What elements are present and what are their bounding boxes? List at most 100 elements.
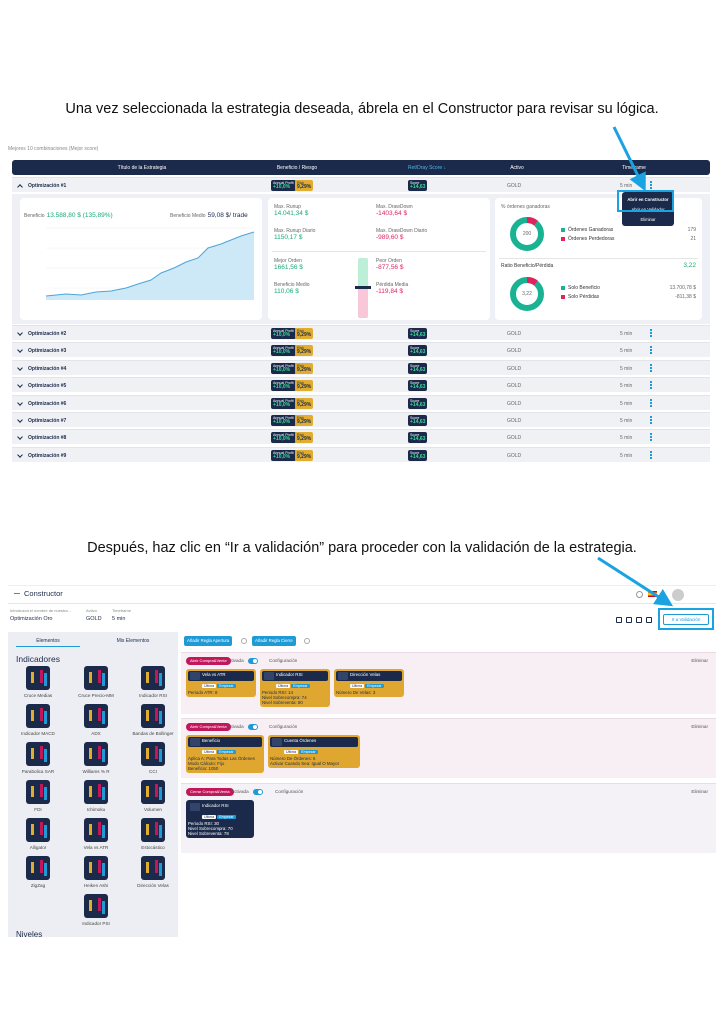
profit-badge: Annual Profit +10,0% xyxy=(271,432,296,444)
indicator-icon xyxy=(26,818,50,842)
badge-label: Risk xyxy=(297,329,304,333)
row-menu xyxy=(650,381,652,390)
card-chips: Última Empezar xyxy=(284,749,358,754)
chip: Última xyxy=(202,815,217,819)
indicator[interactable]: Vela vs ATR xyxy=(68,818,124,850)
indicator-icon xyxy=(84,818,108,842)
stat-value: 110,06 $ xyxy=(274,288,299,295)
toolbar-icon xyxy=(646,617,652,623)
indicator[interactable]: CCI xyxy=(125,742,181,774)
delete-button[interactable]: Eliminar xyxy=(691,724,708,729)
caption: Mejores 10 combinaciones (Mejor score) xyxy=(8,146,99,152)
stat-label: Peor Orden xyxy=(376,258,402,264)
delete-button[interactable]: Eliminar xyxy=(691,789,708,794)
indicator[interactable]: Volumen xyxy=(125,780,181,812)
profit-value: +10,0% xyxy=(273,349,291,356)
card-param: Modo Cálculo: Fijo xyxy=(188,761,225,766)
profit-value: +10,0% xyxy=(273,332,291,338)
indicator-icon xyxy=(141,818,165,842)
indicator[interactable]: Indicador RSI xyxy=(125,666,181,698)
indicator-icon xyxy=(84,780,108,804)
indicator[interactable]: ZigZag xyxy=(10,856,66,888)
stat-value: -989,60 $ xyxy=(376,234,404,241)
risk-badge: Risk 9,29% xyxy=(295,180,314,191)
indicator[interactable]: Ichimoku xyxy=(68,780,124,812)
strategy-row: Optimización #2 Annual Profit +10,0% Risk 9,… xyxy=(12,325,710,340)
indicator-icon xyxy=(141,666,165,690)
score-value: +14,63 xyxy=(410,366,426,373)
strategy-name: Optimización #2 xyxy=(28,331,67,337)
indicator[interactable]: Cruce Medias xyxy=(10,666,66,698)
legend-label: Solo Pérdidas xyxy=(568,294,600,300)
toolbar-icon xyxy=(626,617,632,623)
timeframe: 5 min xyxy=(620,435,633,442)
strategy-row: Optimización #7 Annual Profit +10,0% Risk 9,… xyxy=(12,412,710,427)
card-param: Activar Cuando Sea: Igual O Mayor xyxy=(270,761,340,766)
indicator[interactable]: FDI xyxy=(10,780,66,812)
card-param: Nivel Sobrecompra: 70 xyxy=(188,826,233,831)
menu-item[interactable]: Abrir en Validador xyxy=(631,207,665,212)
indicator[interactable]: Parabolica SAR xyxy=(10,742,66,774)
card-param: Periodo RSI: 30 xyxy=(188,821,219,826)
legend-value: -811,38 $ xyxy=(675,294,696,300)
toggle[interactable] xyxy=(248,658,258,664)
indicator[interactable]: Cruce Precio-MM xyxy=(68,666,124,698)
indicator[interactable]: ADX xyxy=(68,704,124,736)
indicator[interactable]: Dirección Velas xyxy=(125,856,181,888)
legend-swatch xyxy=(561,286,565,290)
info-icon xyxy=(304,638,310,644)
add-rule-button[interactable]: Añadir Regla Cierre xyxy=(252,636,296,646)
indicator-label: Heiken Ashi xyxy=(83,883,109,888)
add-rule-button[interactable]: Añadir Regla Apertura xyxy=(184,636,233,646)
indicator[interactable]: Williams % R xyxy=(68,742,124,774)
stat-value: 14.041,34 $ xyxy=(274,210,309,217)
indicator-label: Indicador MACD xyxy=(21,731,55,736)
indicator[interactable]: Bandas de Bollinger xyxy=(125,704,181,736)
card-param: Nivel Sobrecompra: 74 xyxy=(262,695,307,700)
indicator[interactable]: Heiken Ashi xyxy=(68,856,124,888)
config-label: Configuración xyxy=(275,789,304,794)
risk-value: 9,29% xyxy=(297,332,312,338)
badge-label: Score xyxy=(410,181,420,185)
legend-label: Órdenes Ganadoras xyxy=(568,227,614,233)
toggle[interactable] xyxy=(253,789,263,795)
risk-badge: Risk 9,29% xyxy=(295,362,314,374)
field-value: GOLD xyxy=(86,616,102,622)
chip: Empezar xyxy=(217,815,236,819)
menu-item[interactable]: Eliminar xyxy=(640,217,656,222)
toggle[interactable] xyxy=(248,724,258,730)
score-value: +14,63 xyxy=(410,419,426,425)
timeframe: 5 min xyxy=(620,418,633,424)
chip: Empezar xyxy=(365,684,384,688)
indicator[interactable]: Alligator xyxy=(10,818,66,850)
row-menu xyxy=(650,398,652,407)
chip: Empezar xyxy=(217,684,236,688)
score-badge: Score +14,63 xyxy=(408,449,428,461)
stat: Max. DrawDown Diario -989,60 $ xyxy=(376,228,427,241)
score-value: +14,63 xyxy=(410,184,426,190)
row-menu xyxy=(650,450,652,459)
rule-tag: Abrir Compra&Venta xyxy=(186,657,231,665)
active-label: Activada xyxy=(231,789,249,794)
stat-value: 1150,17 $ xyxy=(274,234,303,241)
badge-label: Score xyxy=(410,450,420,455)
indicator[interactable]: Indicador MACD xyxy=(10,704,66,736)
indicators-heading: Indicadores xyxy=(16,654,60,664)
card-param: Beneficio: 1050 xyxy=(188,766,219,771)
rule-group: Abrir Compra&Venta Activada Configuración E… xyxy=(181,718,716,778)
badge-label: Score xyxy=(410,346,420,351)
column-header: Activo xyxy=(510,165,524,171)
menu-item[interactable]: Abrir en Constructor xyxy=(627,197,669,202)
toolbar-icon xyxy=(616,617,622,623)
indicator[interactable]: Estocástico xyxy=(125,818,181,850)
risk-badge: Risk 9,29% xyxy=(295,449,314,461)
score-badge: Score +14,63 xyxy=(408,380,428,392)
validate-button[interactable]: Ir a Validación xyxy=(663,614,709,625)
indicator[interactable]: Indicador PSI xyxy=(68,894,124,926)
delete-button[interactable]: Eliminar xyxy=(691,658,708,663)
badge-label: Annual Profit xyxy=(273,381,294,386)
indicator-label: Ichimoku xyxy=(86,807,106,812)
risk-badge: Risk 9,29% xyxy=(295,432,314,444)
indicator-icon xyxy=(84,704,108,728)
indicator-label: FDI xyxy=(34,807,42,812)
